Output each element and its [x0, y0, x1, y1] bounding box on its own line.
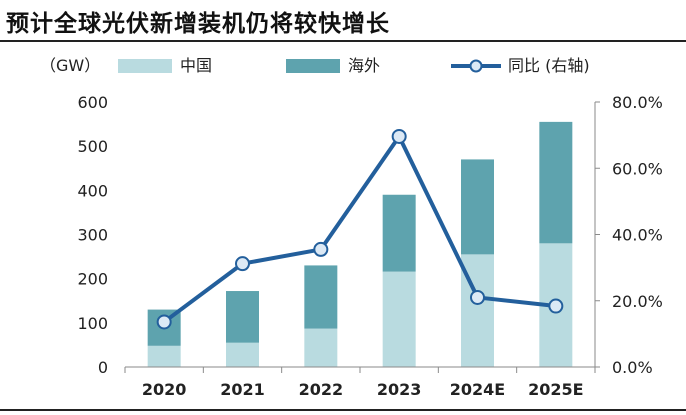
yoy-point: [470, 289, 485, 305]
title-divider: [0, 40, 686, 42]
yoy-point: [235, 256, 250, 272]
x-tick-label: 2021: [220, 380, 265, 399]
x-tick-label: 2025E: [528, 380, 583, 399]
bars: [147, 121, 573, 367]
yoy-point: [156, 314, 172, 330]
yoy-line: [156, 128, 564, 330]
legend-label-china: 中国: [180, 56, 212, 75]
legend-label-overseas: 海外: [348, 56, 380, 75]
legend-label-yoy: 同比 (右轴): [508, 56, 590, 75]
x-tick-label: 2022: [299, 380, 344, 399]
y-right-tick-label: 40.0%: [612, 226, 663, 245]
y-left-tick-label: 200: [77, 270, 108, 289]
y-left-tick-label: 400: [77, 181, 108, 200]
legend-marker-yoy: [469, 59, 483, 73]
bar-china: [304, 328, 338, 367]
legend-swatch-china: [118, 59, 172, 73]
unit-label: （GW）: [40, 56, 100, 75]
bar-overseas: [226, 291, 259, 343]
bar-overseas: [539, 121, 573, 244]
y-axis-left: 0 100 200 300 400 500 600: [77, 93, 108, 377]
bar-overseas: [382, 194, 416, 272]
x-tick-label: 2020: [142, 380, 187, 399]
y-axis-right: 0.0% 20.0% 40.0% 60.0% 80.0%: [594, 93, 663, 377]
y-left-tick-label: 600: [77, 93, 108, 112]
x-tick-label: 2024E: [450, 380, 505, 399]
y-left-tick-label: 500: [77, 137, 108, 156]
y-right-tick-label: 60.0%: [612, 159, 663, 178]
legend: （GW） 中国 海外 同比 (右轴): [40, 56, 590, 75]
yoy-point: [391, 128, 407, 144]
y-left-tick-label: 100: [77, 314, 108, 333]
legend-swatch-overseas: [286, 59, 340, 73]
y-left-tick-label: 0: [98, 358, 108, 377]
x-axis: 2020 2021 2022 2023 2024E 2025E: [124, 366, 596, 399]
bar-overseas: [304, 265, 338, 329]
y-right-tick-label: 80.0%: [612, 93, 663, 112]
bar-china: [226, 342, 259, 367]
yoy-point: [548, 298, 564, 314]
chart-title: 预计全球光伏新增装机仍将较快增长: [6, 10, 390, 37]
bottom-divider: [0, 409, 686, 411]
y-left-tick-label: 300: [77, 226, 108, 245]
bar-overseas: [461, 159, 494, 255]
yoy-line-path: [162, 134, 557, 324]
bar-china: [382, 271, 416, 367]
yoy-point: [313, 241, 329, 257]
y-right-tick-label: 0.0%: [612, 358, 653, 377]
x-tick-label: 2023: [377, 380, 422, 399]
y-right-tick-label: 20.0%: [612, 292, 663, 311]
bar-china: [147, 345, 181, 367]
